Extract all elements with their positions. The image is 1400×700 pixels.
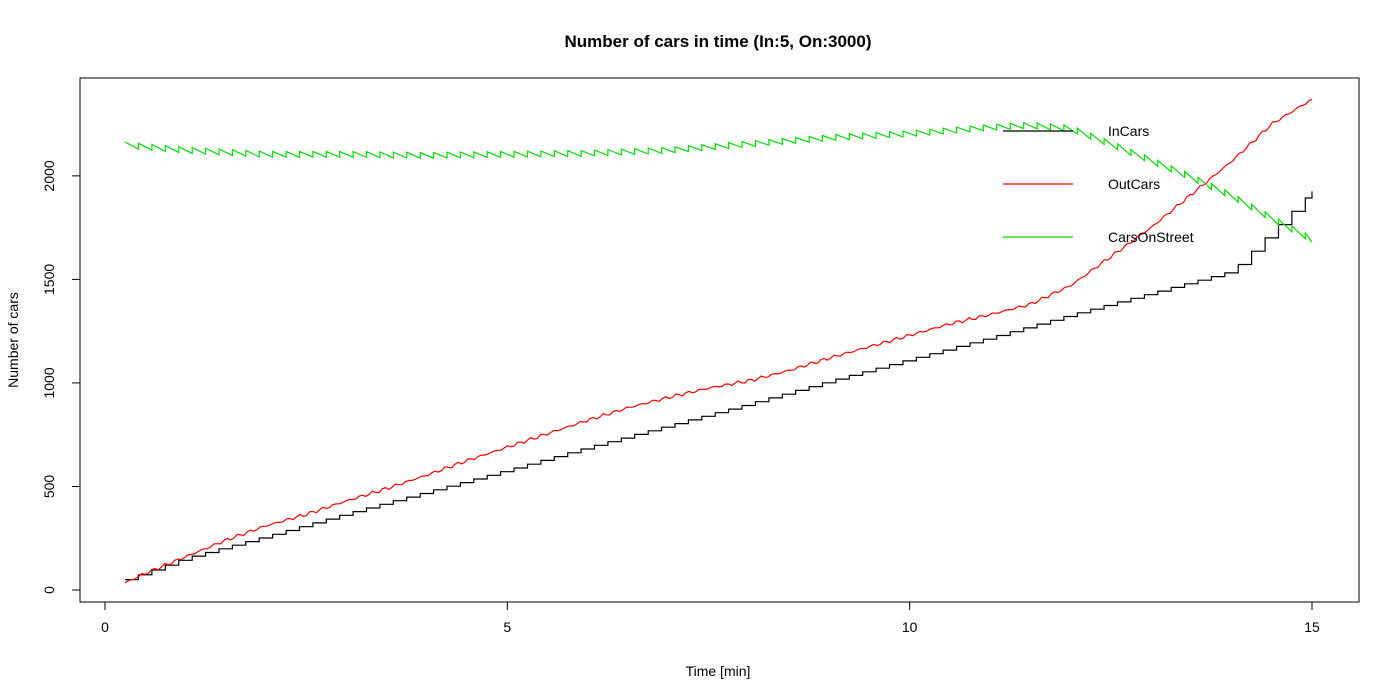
x-tick-label: 0 xyxy=(101,619,109,635)
y-tick-label: 2000 xyxy=(41,160,57,191)
y-tick-label: 0 xyxy=(41,586,57,594)
series-line-carsonstreet xyxy=(124,121,1313,243)
legend-label-incars: InCars xyxy=(1108,123,1149,139)
y-axis-label: Number of cars xyxy=(5,292,21,388)
x-axis: 0 5 10 15 xyxy=(101,601,1320,635)
y-axis: 0 500 1000 1500 2000 xyxy=(41,160,81,594)
x-tick-label: 5 xyxy=(503,619,511,635)
series-line-outcars xyxy=(124,98,1313,584)
series-line-incars xyxy=(125,191,1313,581)
y-tick-label: 500 xyxy=(41,475,57,499)
legend: InCars OutCars CarsOnStreet xyxy=(1003,123,1194,245)
legend-label-carsonstreet: CarsOnStreet xyxy=(1108,229,1194,245)
y-tick-label: 1500 xyxy=(41,264,57,295)
y-tick-label: 1000 xyxy=(41,367,57,398)
legend-label-outcars: OutCars xyxy=(1108,176,1160,192)
x-tick-label: 10 xyxy=(902,619,918,635)
x-axis-label: Time [min] xyxy=(686,663,751,679)
series-layer xyxy=(124,98,1313,584)
x-tick-label: 15 xyxy=(1304,619,1320,635)
chart-title: Number of cars in time (In:5, On:3000) xyxy=(564,32,871,51)
